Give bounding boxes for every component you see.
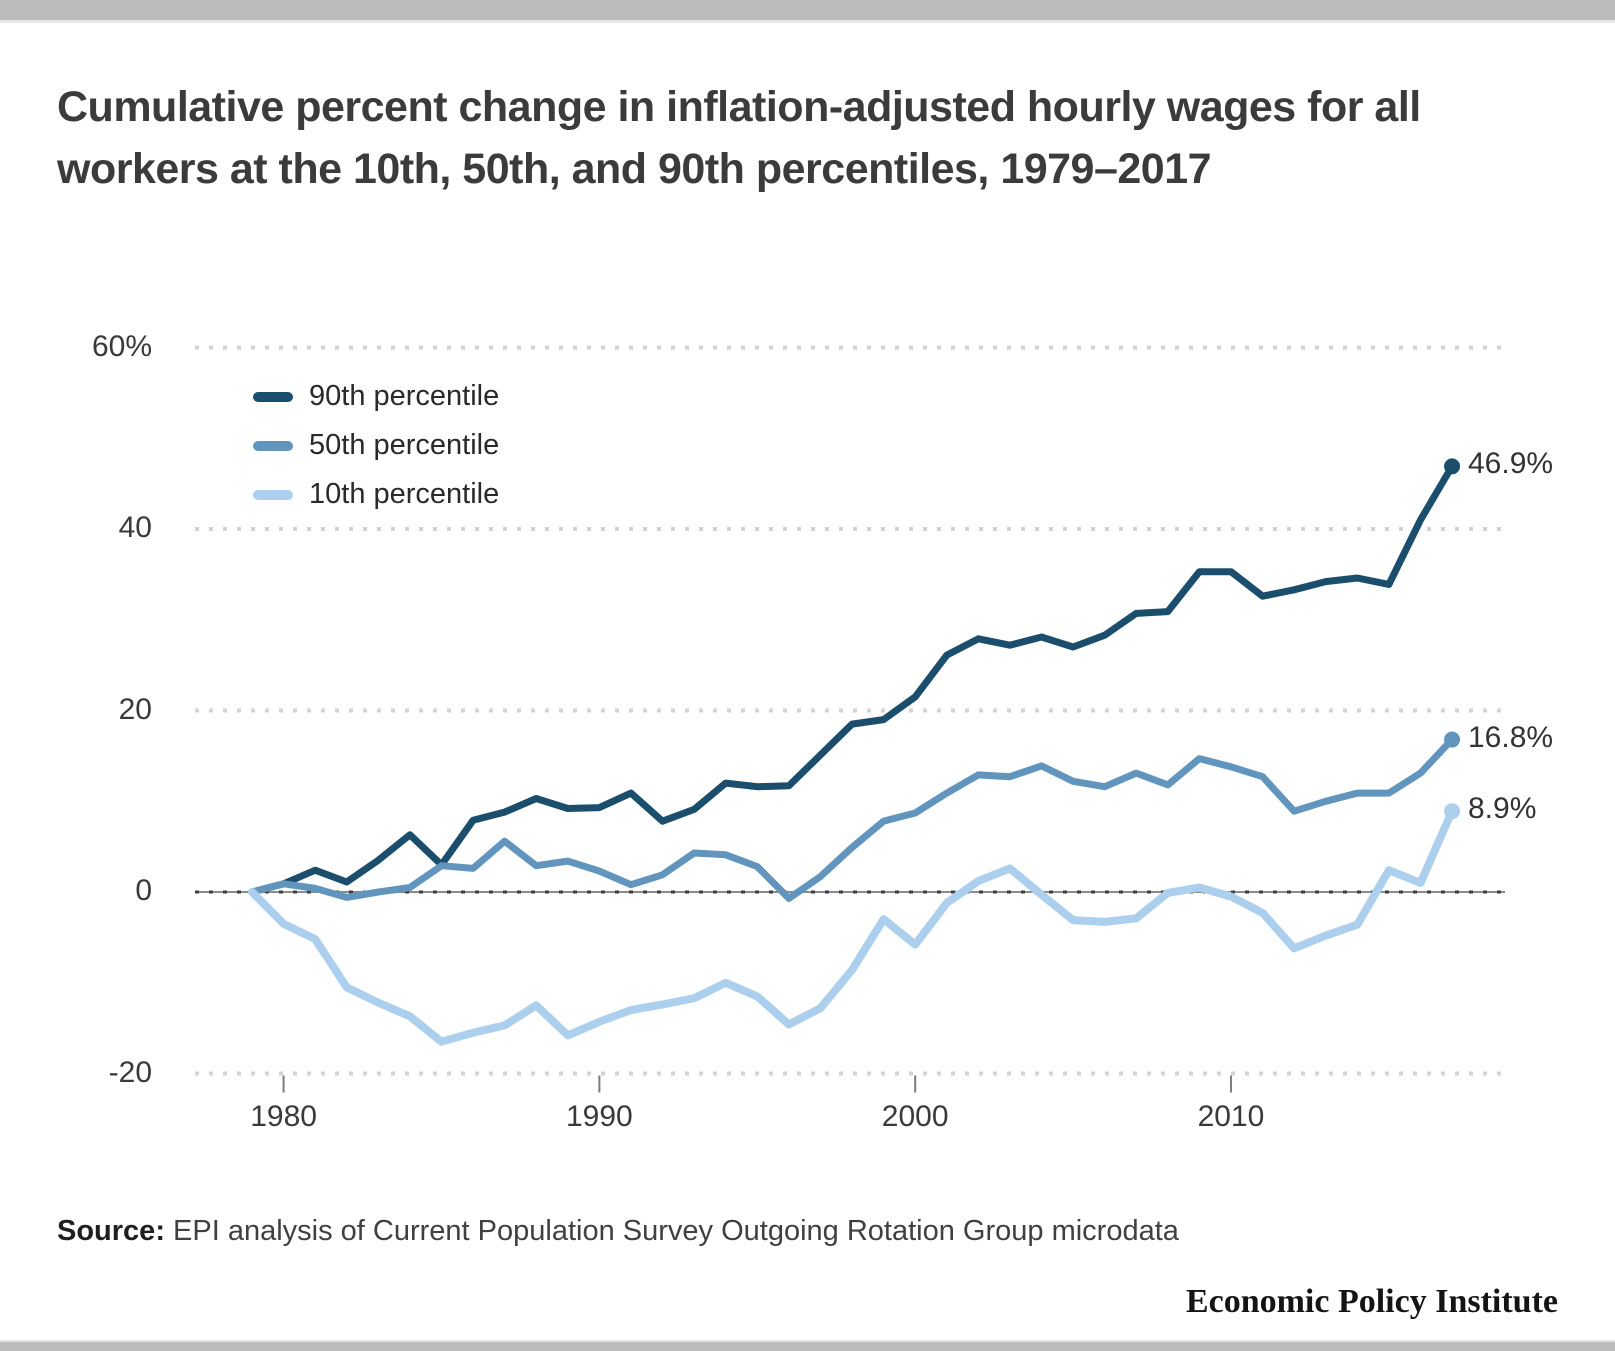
x-axis-label: 2010	[1197, 1099, 1265, 1133]
series-end-dot	[1444, 458, 1461, 475]
top-gray-bar	[0, 0, 1615, 23]
legend-label: 90th percentile	[309, 380, 500, 412]
legend-item: 90th percentile	[253, 372, 499, 421]
series-end-value: 46.9%	[1468, 447, 1554, 481]
chart-legend: 90th percentile 50th percentile 10th perce…	[253, 372, 499, 519]
y-axis-label: 20	[118, 692, 152, 726]
series-end-value: 8.9%	[1468, 792, 1537, 826]
bottom-gray-bar	[0, 1340, 1615, 1351]
x-axis-label: 1990	[566, 1099, 633, 1133]
series-end-dot	[1444, 803, 1461, 820]
legend-label: 50th percentile	[309, 429, 500, 461]
series-end-dot	[1444, 731, 1461, 748]
source-note: Source: EPI analysis of Current Populati…	[57, 1215, 1179, 1248]
x-axis-label: 1980	[250, 1099, 317, 1133]
y-axis-label: 60%	[91, 329, 152, 363]
legend-swatch-icon	[253, 489, 293, 500]
series-line-1	[248, 462, 1456, 896]
y-axis-label: 40	[118, 511, 152, 544]
legend-item: 10th percentile	[253, 470, 499, 519]
legend-item: 50th percentile	[253, 421, 499, 470]
x-axis-label: 2000	[881, 1099, 949, 1133]
legend-label: 10th percentile	[309, 478, 500, 510]
series-line-3	[248, 807, 1456, 1046]
source-text: EPI analysis of Current Population Surve…	[164, 1215, 1179, 1247]
legend-swatch-icon	[253, 440, 293, 451]
epi-branding: Economic Policy Institute	[1185, 1283, 1558, 1320]
series-end-value: 16.8%	[1468, 720, 1554, 754]
y-axis-label: -20	[108, 1055, 152, 1089]
legend-swatch-icon	[253, 391, 293, 402]
series-line-2	[248, 736, 1456, 902]
y-axis-label: 0	[135, 874, 152, 907]
source-label: Source:	[57, 1215, 165, 1247]
chart-title: Cumulative percent change in inflation-a…	[57, 83, 1421, 193]
